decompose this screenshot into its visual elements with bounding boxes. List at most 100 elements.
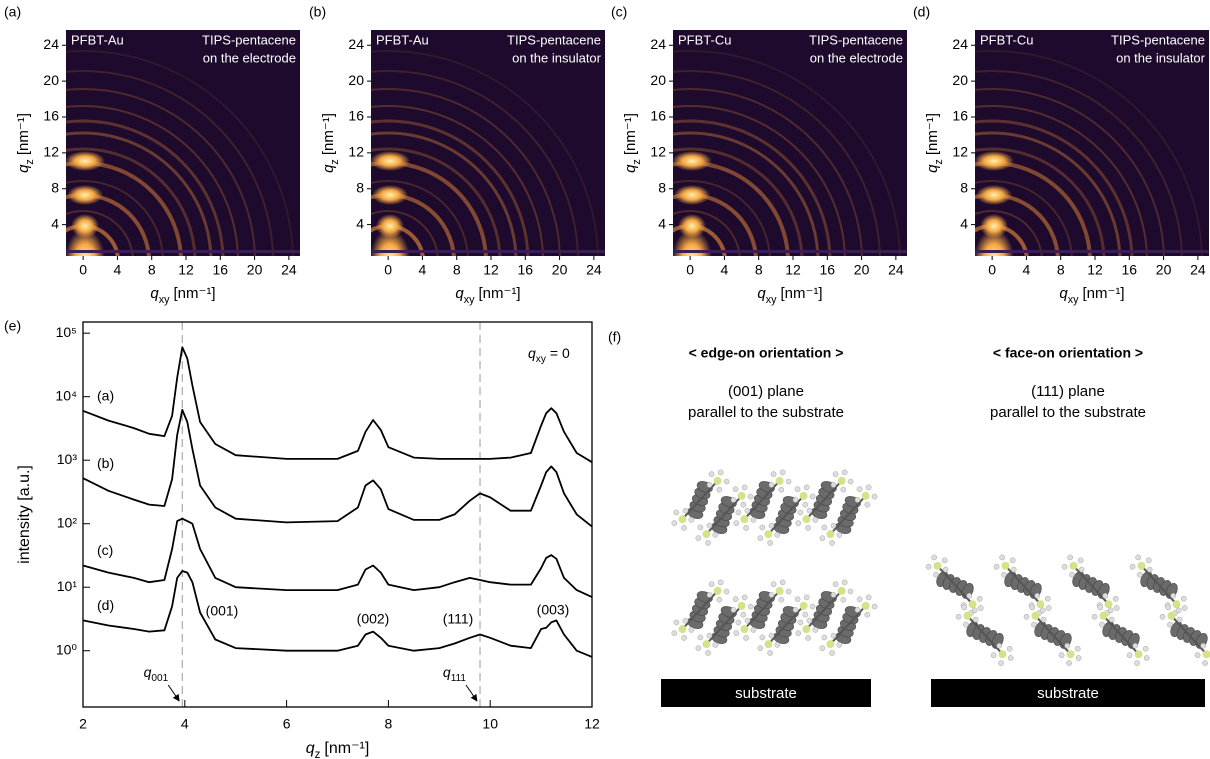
plane-label: (111) plane [1031, 383, 1105, 400]
hydrogen [1023, 613, 1030, 620]
heatmap-image [371, 30, 605, 256]
heatmap-image [66, 30, 300, 256]
y-tick-label: 16 [650, 108, 666, 124]
hydrogen [750, 517, 757, 523]
hydrogen [819, 535, 826, 541]
hydrogen [856, 596, 863, 602]
hydrogen [999, 554, 1005, 561]
hydrogen [768, 592, 775, 598]
molecule [695, 594, 754, 656]
hydrogen [933, 571, 939, 578]
silicon [968, 600, 977, 609]
x-tick-label: 8 [148, 262, 156, 278]
scattering-ring [975, 147, 1106, 256]
hydrogen [723, 478, 730, 485]
x-tick-label: 24 [586, 262, 602, 278]
bond [1004, 565, 1024, 586]
hydrogen [1007, 655, 1014, 661]
hydrogen [1107, 607, 1114, 614]
x-tick-label: 24 [1190, 262, 1206, 278]
bond [805, 499, 825, 520]
hydrogen [1077, 557, 1084, 564]
silicon [933, 561, 942, 570]
y-axis-label-unit: [nm⁻¹] [622, 113, 639, 155]
plane-note: parallel to the substrate [688, 404, 844, 421]
hydrogen [809, 493, 816, 500]
x-tick-label: 20 [1156, 262, 1172, 278]
bragg-spot [371, 229, 410, 256]
y-tick-label: 24 [650, 36, 666, 52]
scattering-ring [975, 70, 1183, 256]
y-tick-label: 12 [348, 144, 364, 160]
silicon [702, 640, 711, 649]
hydrogen [864, 501, 871, 508]
silicon [799, 601, 808, 610]
bond [761, 590, 781, 611]
bond [767, 514, 787, 535]
hydrogen [1134, 660, 1140, 666]
hydrogen [735, 509, 742, 516]
x-tick-label: 0 [686, 262, 694, 278]
scattering-ring [371, 119, 530, 256]
hydrogen [671, 630, 678, 636]
hydrogen [1159, 613, 1166, 620]
hydrogen [1143, 655, 1150, 661]
hydrogen [768, 522, 775, 529]
hydrogen [1078, 566, 1085, 573]
sample-label: PFBT-Cu [980, 32, 1033, 47]
hydrogen [802, 501, 809, 508]
bragg-spot [673, 229, 712, 256]
hydrogen [847, 478, 854, 485]
hydrogen [768, 632, 775, 639]
hydrogen [1176, 616, 1183, 623]
y-axis-label: qz [nm⁻¹] [924, 113, 945, 173]
hydrogen [688, 517, 695, 523]
hydrogen [1066, 660, 1072, 666]
silicon [1167, 611, 1176, 620]
silicon [737, 491, 746, 500]
hydrogen [779, 469, 786, 476]
hydrogen [767, 650, 773, 656]
x-tick-label: 20 [247, 262, 263, 278]
hydrogen [741, 594, 748, 601]
hydrogen [836, 532, 843, 538]
hydrogen [1181, 605, 1188, 611]
sample-label: PFBT-Cu [678, 32, 731, 47]
hydrogen [757, 535, 764, 541]
annotation: on the insulator [512, 50, 602, 65]
y-tick-label: 4 [356, 215, 364, 231]
hydrogen [741, 484, 748, 491]
y-tick-label: 16 [43, 108, 59, 124]
silicon [963, 611, 972, 620]
y-tick-label: 24 [952, 36, 968, 52]
bond [1120, 634, 1140, 655]
substrate-bar [661, 679, 871, 707]
x-tick-label: 12 [483, 262, 499, 278]
y-tick-label: 10³ [57, 451, 78, 467]
panel-label: (c) [611, 4, 627, 20]
hydrogen [805, 525, 811, 531]
silicon [1099, 611, 1108, 620]
y-tick-label: 4 [51, 215, 59, 231]
x-tick-label: 16 [212, 262, 228, 278]
hydrogen [717, 469, 724, 476]
bond [847, 495, 867, 516]
scattering-ring [975, 210, 1043, 256]
x-tick-label: 8 [755, 262, 763, 278]
x-tick-label: 4 [1023, 262, 1031, 278]
x-axis-label: qxy [nm⁻¹] [455, 285, 520, 306]
series-line [82, 409, 593, 528]
bond [847, 605, 867, 626]
bond [954, 584, 974, 605]
y-tick-label: 20 [348, 72, 364, 88]
molecule [757, 594, 816, 656]
hydrogen [854, 497, 861, 503]
panel-label: (a) [4, 4, 21, 20]
y-tick-label: 8 [356, 179, 364, 195]
hydrogen [819, 645, 826, 651]
y-tick-label: 10⁵ [56, 324, 77, 340]
hydrogen [805, 635, 811, 641]
y-axis-label-subscript: z [933, 159, 945, 164]
hydrogen [1165, 604, 1171, 611]
